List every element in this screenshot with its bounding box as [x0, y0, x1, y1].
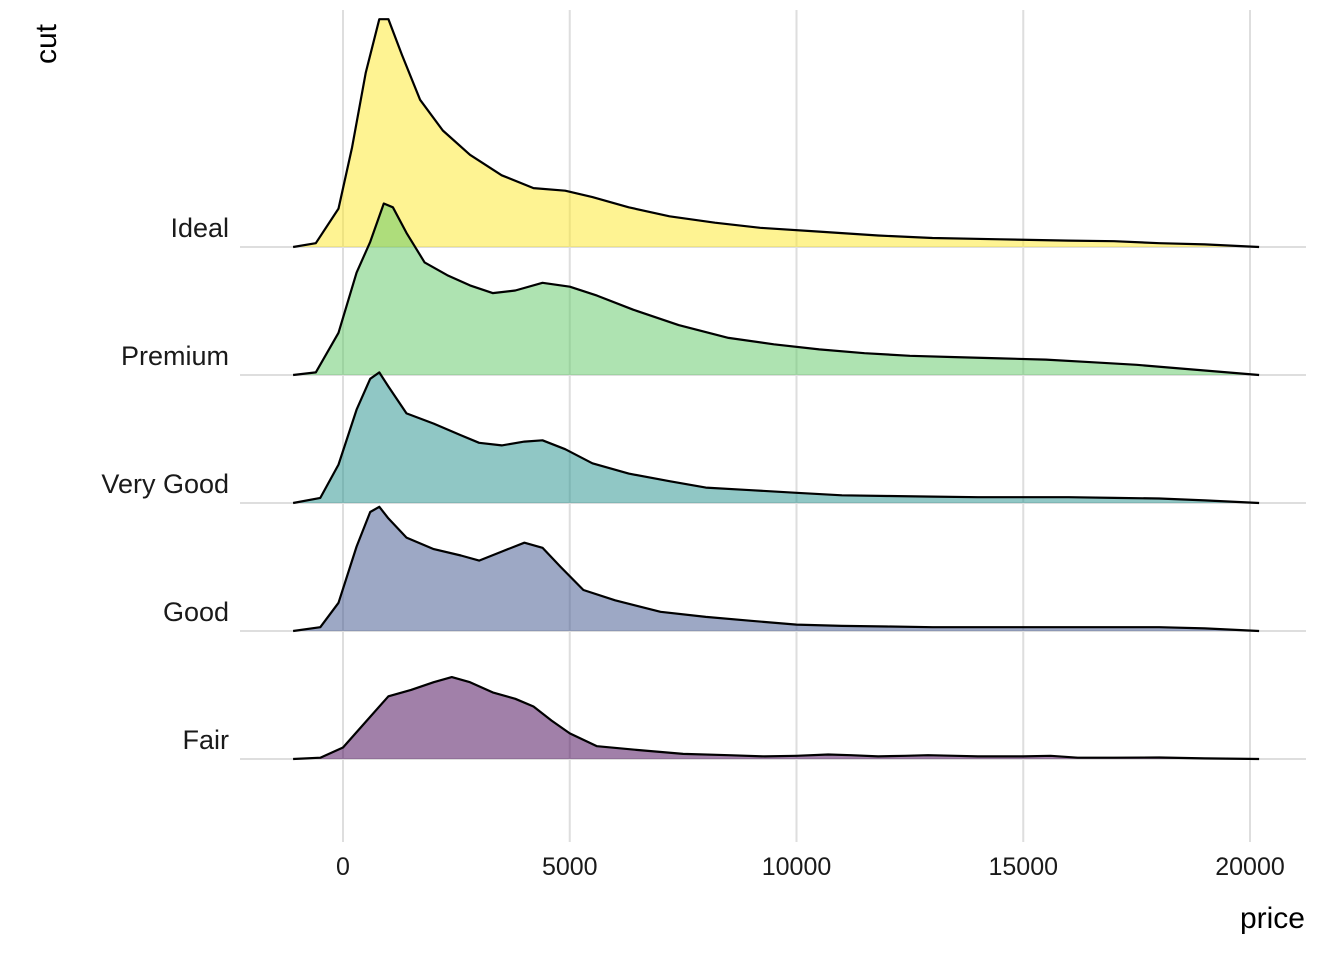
y-axis-labels: Fair Good Very Good Premium Ideal: [101, 213, 229, 755]
x-axis-labels: 0 5000 10000 15000 20000: [336, 853, 1285, 881]
ridge-area-fair: [293, 677, 1260, 759]
y-tick-label-ideal: Ideal: [170, 213, 229, 243]
ridge-fair: [293, 676, 1260, 761]
ridge-very-good: [292, 371, 1260, 505]
ridge-area-premium: [293, 203, 1260, 375]
ridge-line-very-good: [292, 371, 1260, 505]
y-axis-title: cut: [30, 23, 63, 64]
x-tick-label-3: 15000: [988, 853, 1058, 881]
ridge-area-good: [293, 506, 1260, 631]
ridge-line-fair: [293, 676, 1260, 761]
ridge-premium: [292, 202, 1260, 377]
y-tick-label-fair: Fair: [183, 725, 230, 755]
ridge-line-good: [292, 505, 1260, 633]
x-tick-label-4: 20000: [1215, 853, 1285, 881]
ridges: [292, 18, 1260, 761]
ridge-good: [292, 505, 1260, 633]
x-tick-label-2: 10000: [762, 853, 832, 881]
ridge-ideal: [292, 18, 1260, 249]
x-axis-title: price: [1240, 902, 1305, 935]
ridge-area-ideal: [293, 19, 1260, 248]
y-tick-label-premium: Premium: [121, 341, 229, 371]
ridge-line-premium: [292, 202, 1260, 377]
ridge-line-ideal: [292, 18, 1260, 249]
x-tick-label-1: 5000: [542, 853, 598, 881]
y-tick-label-good: Good: [163, 597, 229, 627]
x-tick-label-0: 0: [336, 853, 350, 881]
y-tick-label-very-good: Very Good: [101, 469, 229, 499]
ridge-area-very-good: [293, 372, 1260, 503]
